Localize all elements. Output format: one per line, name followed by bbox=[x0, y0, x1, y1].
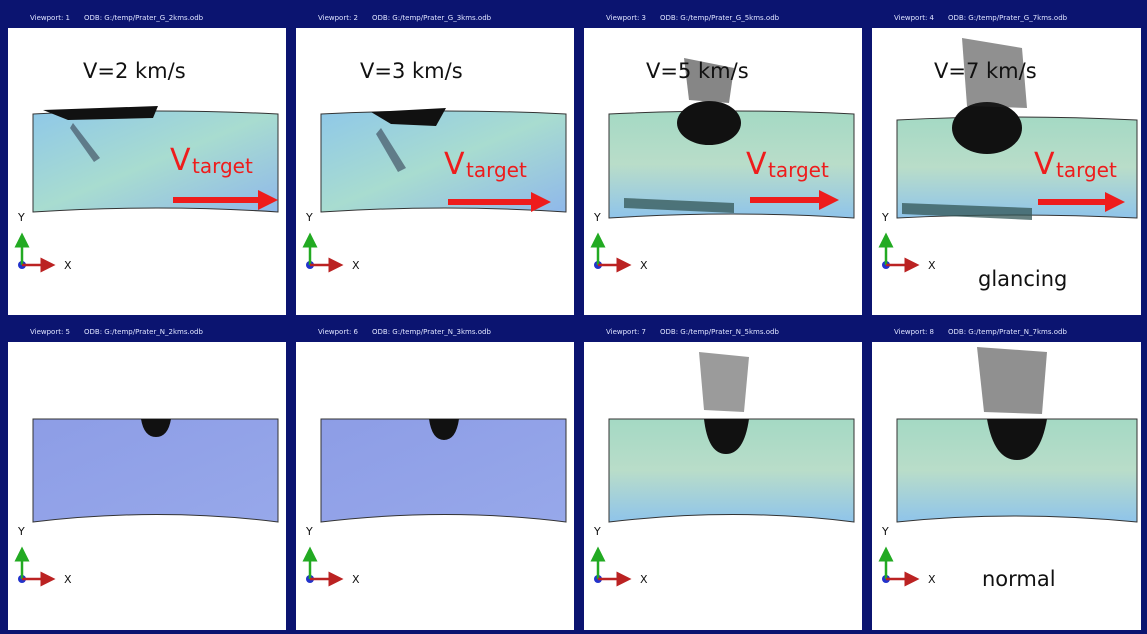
viewport[interactable]: V=5 km/s V target Y X bbox=[584, 28, 862, 315]
viewport[interactable]: Y X bbox=[8, 342, 286, 630]
viewport[interactable]: V=3 km/s V target Y X bbox=[296, 28, 574, 315]
viewport-canvas: Y X bbox=[296, 342, 574, 630]
viewport-title: Viewport: 8 bbox=[894, 328, 934, 336]
axis-y-label: Y bbox=[17, 211, 25, 224]
axis-y-label: Y bbox=[593, 525, 601, 538]
viewport[interactable]: Y X normal bbox=[872, 342, 1141, 630]
viewport-header: Viewport: 4 ODB: G:/temp/Prater_G_7kms.od… bbox=[894, 8, 1081, 28]
axis-y-label: Y bbox=[881, 525, 889, 538]
odb-path: ODB: G:/temp/Prater_G_7kms.odb bbox=[948, 14, 1067, 22]
odb-path: ODB: G:/temp/Prater_N_3kms.odb bbox=[372, 328, 491, 336]
viewport-title: Viewport: 1 bbox=[30, 14, 70, 22]
viewport-title: Viewport: 4 bbox=[894, 14, 934, 22]
viewport[interactable]: V=7 km/s V target Y X glancing bbox=[872, 28, 1141, 315]
viewport-header: Viewport: 8 ODB: G:/temp/Prater_N_7kms.od… bbox=[894, 322, 1081, 342]
viewport-title: Viewport: 2 bbox=[318, 14, 358, 22]
axis-x-label: X bbox=[64, 259, 72, 272]
axis-y-label: Y bbox=[305, 211, 313, 224]
viewport-canvas: V=2 km/s V target Y X bbox=[8, 28, 286, 315]
viewport[interactable]: Y X bbox=[584, 342, 862, 630]
axis-x-label: X bbox=[352, 259, 360, 272]
viewport-header: Viewport: 3 ODB: G:/temp/Prater_G_5kms.od… bbox=[606, 8, 793, 28]
odb-path: ODB: G:/temp/Prater_G_2kms.odb bbox=[84, 14, 203, 22]
crater-debris bbox=[952, 102, 1022, 154]
viewport-header: Viewport: 6 ODB: G:/temp/Prater_N_3kms.od… bbox=[318, 322, 505, 342]
axis-x-label: X bbox=[928, 259, 936, 272]
viewport-title: Viewport: 3 bbox=[606, 14, 646, 22]
axis-x-label: X bbox=[64, 573, 72, 586]
viewport-canvas: V=3 km/s V target Y X bbox=[296, 28, 574, 315]
viewport-title: Viewport: 6 bbox=[318, 328, 358, 336]
viewport-canvas: V=5 km/s V target Y X bbox=[584, 28, 862, 315]
arrow-symbol: V bbox=[170, 143, 191, 178]
arrow-subscript: target bbox=[466, 158, 527, 182]
odb-path: ODB: G:/temp/Prater_G_5kms.odb bbox=[660, 14, 779, 22]
velocity-label: V=2 km/s bbox=[83, 59, 186, 83]
arrow-symbol: V bbox=[746, 147, 767, 182]
viewport-title: Viewport: 5 bbox=[30, 328, 70, 336]
axis-x-label: X bbox=[640, 573, 648, 586]
debris-cloud bbox=[699, 352, 749, 412]
viewport-title: Viewport: 7 bbox=[606, 328, 646, 336]
odb-path: ODB: G:/temp/Prater_G_3kms.odb bbox=[372, 14, 491, 22]
viewport[interactable]: V=2 km/s V target Y X bbox=[8, 28, 286, 315]
axis-x-label: X bbox=[640, 259, 648, 272]
arrow-symbol: V bbox=[444, 147, 465, 182]
velocity-label: V=3 km/s bbox=[360, 59, 463, 83]
viewport-header: Viewport: 1 ODB: G:/temp/Prater_G_2kms.od… bbox=[30, 8, 217, 28]
odb-path: ODB: G:/temp/Prater_N_2kms.odb bbox=[84, 328, 203, 336]
viewport-canvas: Y X bbox=[584, 342, 862, 630]
axis-y-label: Y bbox=[881, 211, 889, 224]
crater-debris bbox=[677, 101, 741, 145]
viewport[interactable]: Y X bbox=[296, 342, 574, 630]
row-label: normal bbox=[982, 567, 1056, 591]
odb-path: ODB: G:/temp/Prater_N_5kms.odb bbox=[660, 328, 779, 336]
arrow-subscript: target bbox=[192, 154, 253, 178]
viewport-header: Viewport: 5 ODB: G:/temp/Prater_N_2kms.od… bbox=[30, 322, 217, 342]
axis-y-label: Y bbox=[305, 525, 313, 538]
debris-cloud bbox=[977, 347, 1047, 414]
page: Viewport: 1 ODB: G:/temp/Prater_G_2kms.od… bbox=[0, 0, 1147, 634]
viewport-canvas: V=7 km/s V target Y X glancing bbox=[872, 28, 1141, 315]
arrow-symbol: V bbox=[1034, 147, 1055, 182]
viewport-canvas: Y X bbox=[8, 342, 286, 630]
viewport-canvas: Y X normal bbox=[872, 342, 1141, 630]
row-label: glancing bbox=[978, 267, 1067, 291]
odb-path: ODB: G:/temp/Prater_N_7kms.odb bbox=[948, 328, 1067, 336]
velocity-label: V=7 km/s bbox=[934, 59, 1037, 83]
axis-y-label: Y bbox=[593, 211, 601, 224]
arrow-subscript: target bbox=[768, 158, 829, 182]
axis-x-label: X bbox=[352, 573, 360, 586]
arrow-subscript: target bbox=[1056, 158, 1117, 182]
axis-x-label: X bbox=[928, 573, 936, 586]
viewport-header: Viewport: 7 ODB: G:/temp/Prater_N_5kms.od… bbox=[606, 322, 793, 342]
velocity-label: V=5 km/s bbox=[646, 59, 749, 83]
viewport-header: Viewport: 2 ODB: G:/temp/Prater_G_3kms.od… bbox=[318, 8, 505, 28]
axis-y-label: Y bbox=[17, 525, 25, 538]
